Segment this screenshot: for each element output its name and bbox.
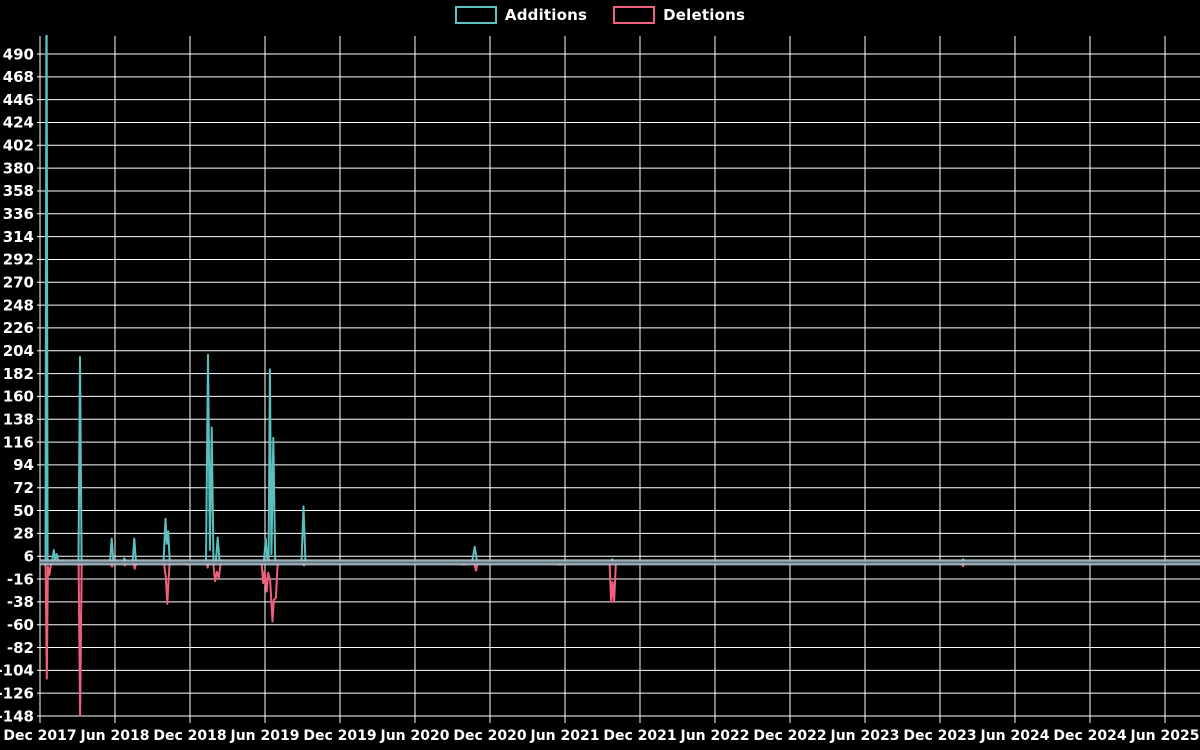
grid-lines: -148 -126 -104 -82 -60 -38 -16 6 28 50 72 94 116 138 1… [0, 36, 1200, 744]
x-tick-label: Dec 2017 [3, 728, 76, 744]
y-tick-label: 424 [3, 114, 34, 132]
series-group [40, 35, 1200, 717]
x-tick-label: Jun 2023 [830, 728, 900, 744]
y-tick-label: 490 [3, 45, 34, 63]
x-tick-label: Dec 2018 [153, 728, 226, 744]
legend-item-additions[interactable]: Additions [454, 6, 588, 24]
y-tick-label: 336 [3, 205, 34, 223]
additions-line [40, 35, 1200, 564]
x-tick-label: Jun 2020 [380, 728, 450, 744]
y-tick-label: 28 [13, 525, 34, 543]
y-tick-label: 358 [3, 182, 34, 200]
x-tick-label: Dec 2023 [903, 728, 976, 744]
additions-swatch [454, 6, 497, 24]
y-tick-label: -38 [7, 593, 34, 611]
x-tick-label: Jun 2025 [1130, 728, 1200, 744]
legend-item-deletions[interactable]: Deletions [613, 6, 745, 24]
y-tick-label: 72 [13, 479, 34, 497]
x-tick-label: Dec 2024 [1053, 728, 1127, 744]
y-tick-label: 248 [3, 296, 34, 314]
y-tick-label: -16 [7, 570, 34, 588]
y-tick-label: 380 [3, 159, 34, 177]
y-tick-label: -60 [7, 616, 34, 634]
y-tick-label: 50 [13, 502, 34, 520]
deletions-swatch [613, 6, 656, 24]
y-tick-label: 314 [3, 228, 34, 246]
x-tick-label: Jun 2018 [80, 728, 150, 744]
y-tick-label: 116 [3, 433, 34, 451]
additions-legend-label: Additions [504, 6, 588, 24]
y-tick-label: -126 [0, 684, 34, 702]
y-tick-label: 94 [13, 456, 34, 474]
y-tick-label: -82 [7, 639, 34, 657]
y-tick-label: 402 [3, 137, 34, 155]
chart-legend: Additions Deletions [0, 6, 1200, 24]
y-tick-label: 446 [3, 91, 34, 109]
x-tick-label: Dec 2021 [603, 728, 676, 744]
x-tick-label: Jun 2022 [680, 728, 750, 744]
x-tick-label: Dec 2022 [753, 728, 826, 744]
y-tick-label: 292 [3, 251, 34, 269]
y-tick-label: -104 [0, 662, 34, 680]
y-tick-label: -148 [0, 707, 34, 725]
y-tick-label: 160 [3, 388, 34, 406]
deletions-legend-label: Deletions [663, 6, 746, 24]
y-tick-label: 468 [3, 68, 34, 86]
y-tick-label: 6 [24, 547, 34, 565]
x-tick-label: Dec 2020 [453, 728, 527, 744]
x-tick-label: Dec 2019 [303, 728, 376, 744]
y-tick-label: 270 [3, 274, 34, 292]
x-tick-label: Jun 2024 [980, 728, 1050, 744]
x-tick-label: Jun 2019 [230, 728, 300, 744]
y-tick-label: 226 [3, 319, 34, 337]
y-tick-label: 204 [3, 342, 34, 360]
y-tick-label: 138 [3, 410, 34, 428]
x-tick-label: Jun 2021 [530, 728, 600, 744]
y-tick-label: 182 [3, 365, 34, 383]
